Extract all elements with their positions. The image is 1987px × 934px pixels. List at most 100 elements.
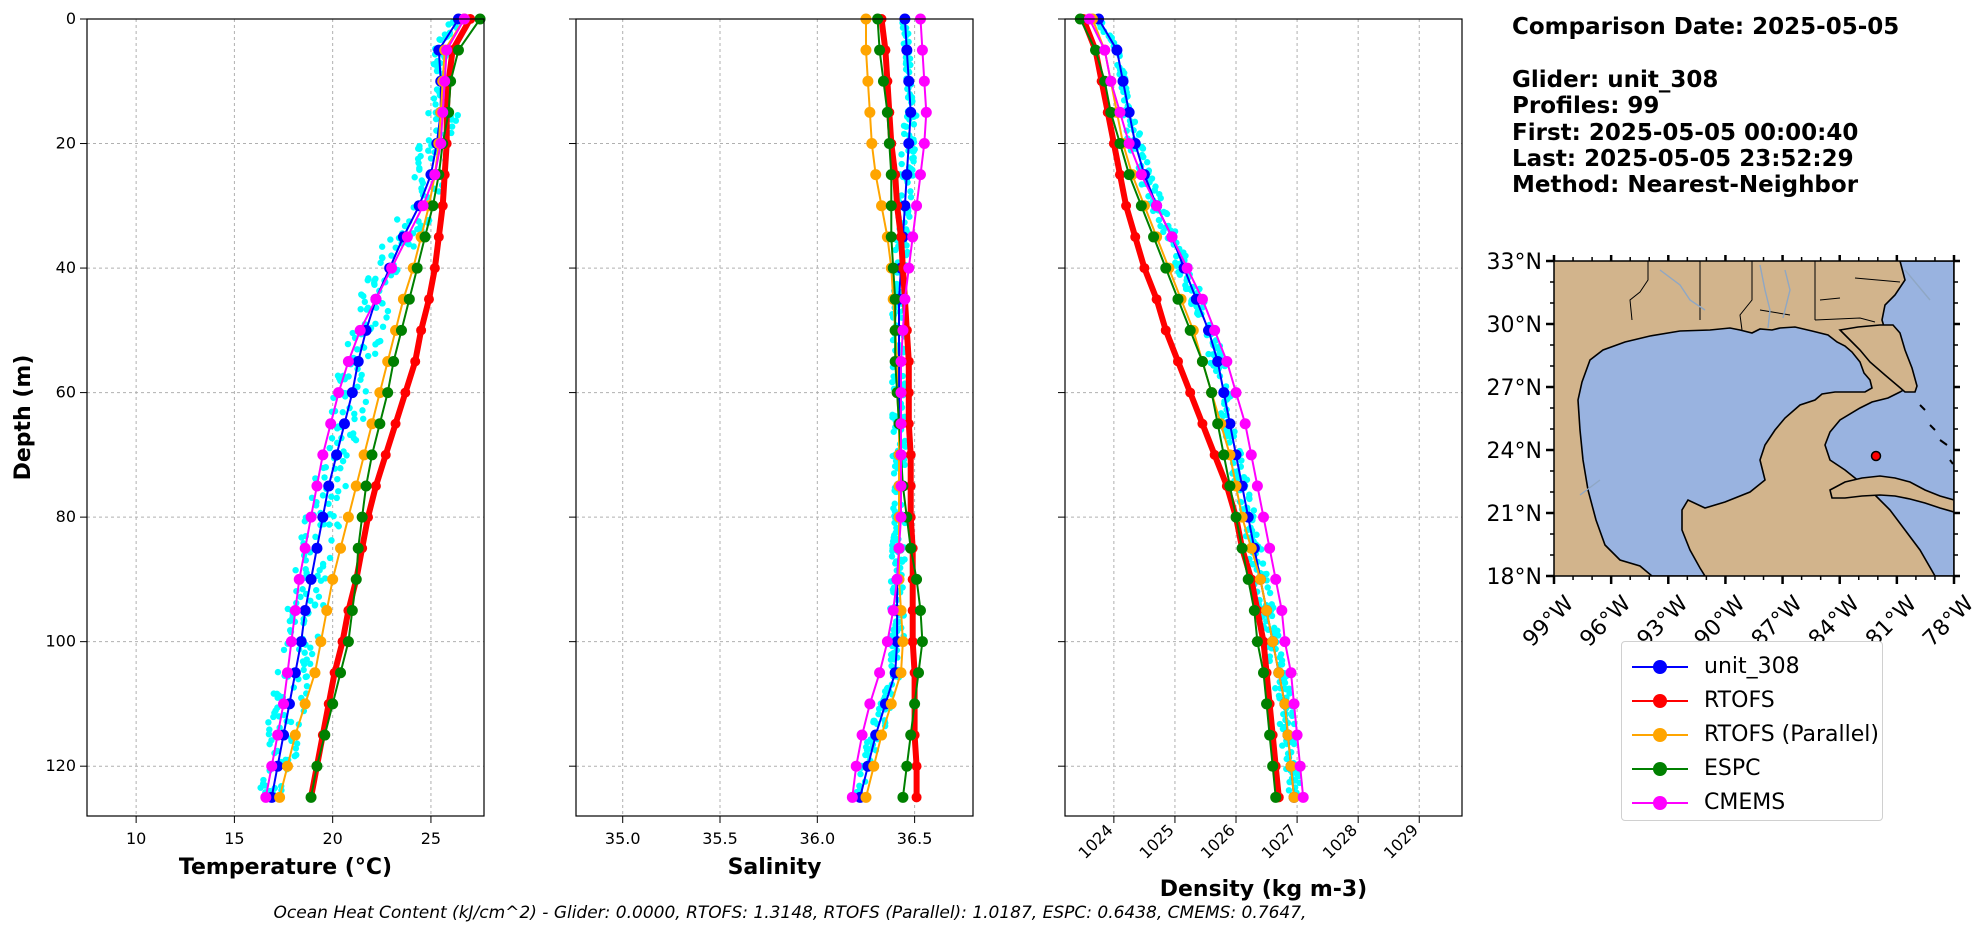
glider-scatter-point bbox=[307, 644, 314, 651]
glider-scatter-point bbox=[1131, 118, 1139, 126]
y-tick-label: 120 bbox=[45, 756, 76, 775]
y-tick-label: 0 bbox=[66, 9, 76, 28]
data-point-cmems bbox=[281, 667, 293, 679]
data-point-unit-308 bbox=[305, 573, 317, 585]
glider-scatter-point bbox=[1278, 657, 1286, 664]
glider-scatter-point bbox=[1182, 285, 1190, 293]
data-point-rtofs bbox=[437, 200, 448, 211]
glider-scatter-point bbox=[343, 452, 350, 459]
glider-scatter-point bbox=[902, 123, 910, 130]
legend-item-rtofs: RTOFS bbox=[1632, 686, 1872, 716]
glider-scatter-point bbox=[301, 649, 308, 656]
glider-scatter-point bbox=[351, 410, 358, 418]
series-line-rtofs bbox=[1080, 17, 1282, 798]
data-point-rtofs-parallel bbox=[1285, 760, 1297, 772]
legend-label: CMEMS bbox=[1704, 790, 1786, 815]
glider-scatter-point bbox=[411, 174, 418, 181]
data-point-rtofs-parallel bbox=[895, 667, 907, 679]
glider-scatter-point bbox=[312, 533, 319, 541]
glider-scatter-point bbox=[888, 662, 895, 670]
y-tick-label: 80 bbox=[56, 507, 76, 526]
data-point-cmems bbox=[1209, 324, 1221, 336]
data-point-espc bbox=[1206, 387, 1218, 399]
data-point-rtofs-parallel bbox=[885, 698, 897, 710]
data-point-unit-308 bbox=[1218, 387, 1230, 399]
series-line-rtofs bbox=[878, 18, 920, 798]
glider-scatter-point bbox=[328, 435, 336, 442]
glider-scatter-point bbox=[891, 500, 898, 507]
glider-scatter-point bbox=[889, 411, 896, 419]
data-point-rtofs-parallel bbox=[315, 636, 327, 648]
glider-scatter-point bbox=[272, 707, 279, 714]
glider-scatter-point bbox=[448, 123, 456, 130]
data-point-espc bbox=[914, 605, 926, 617]
glider-scatter-point bbox=[890, 470, 898, 477]
data-point-espc bbox=[885, 231, 897, 243]
data-point-cmems bbox=[266, 760, 278, 772]
glider-scatter-point bbox=[415, 145, 422, 152]
data-point-espc bbox=[1212, 418, 1224, 430]
data-point-unit-308 bbox=[311, 542, 323, 554]
glider-scatter-point bbox=[892, 529, 900, 536]
data-point-rtofs bbox=[1130, 231, 1141, 242]
data-point-rtofs-parallel bbox=[1254, 573, 1266, 585]
y-tick-label: 20 bbox=[56, 134, 76, 153]
data-point-rtofs-parallel bbox=[374, 387, 386, 399]
x-tick-label: 36.5 bbox=[897, 829, 933, 848]
data-point-espc bbox=[1242, 573, 1254, 585]
glider-scatter-point bbox=[308, 650, 316, 658]
glider-scatter-point bbox=[1259, 560, 1267, 567]
data-point-unit-308 bbox=[903, 138, 915, 150]
panel-frame bbox=[1064, 18, 1463, 817]
glider-scatter-point bbox=[401, 222, 409, 230]
glider-scatter-point bbox=[326, 444, 333, 452]
data-point-cmems bbox=[437, 106, 449, 118]
glider-location-marker bbox=[1870, 450, 1882, 462]
legend-marker-swatch bbox=[1653, 762, 1667, 776]
glider-scatter-point bbox=[378, 243, 386, 250]
glider-scatter-point bbox=[372, 275, 379, 283]
glider-scatter-point bbox=[358, 291, 365, 298]
data-point-espc bbox=[905, 729, 917, 741]
data-point-espc bbox=[360, 480, 372, 492]
data-point-cmems bbox=[1181, 262, 1193, 274]
glider-scatter-point bbox=[265, 719, 272, 726]
glider-scatter-point bbox=[888, 553, 896, 560]
panel-frame bbox=[575, 18, 974, 817]
y-axis-label: Depth (m) bbox=[11, 355, 36, 481]
data-point-espc bbox=[1261, 698, 1273, 710]
us-state-borders bbox=[1629, 261, 1901, 331]
glider-scatter-point bbox=[1272, 685, 1279, 692]
data-point-espc bbox=[305, 791, 317, 803]
data-point-espc bbox=[1248, 605, 1260, 617]
glider-scatter-point bbox=[313, 586, 320, 594]
data-point-espc bbox=[1258, 667, 1269, 679]
data-point-rtofs-parallel bbox=[289, 729, 301, 741]
series-cmems bbox=[846, 13, 932, 803]
data-point-cmems bbox=[891, 573, 903, 585]
data-point-cmems bbox=[911, 200, 923, 212]
x-tick-label: 1029 bbox=[1380, 820, 1422, 862]
data-point-cmems bbox=[1264, 542, 1276, 554]
legend-item-espc: ESPC bbox=[1632, 754, 1872, 784]
glider-scatter-point bbox=[1277, 651, 1285, 658]
glider-scatter-point bbox=[1240, 473, 1248, 481]
data-point-rtofs bbox=[423, 294, 434, 305]
data-point-rtofs bbox=[1121, 200, 1132, 211]
glider-scatter-point bbox=[335, 488, 342, 495]
data-point-cmems bbox=[907, 231, 919, 243]
glider-scatter-point bbox=[377, 337, 384, 345]
data-point-espc bbox=[885, 200, 897, 212]
data-point-espc bbox=[1267, 760, 1279, 772]
data-point-rtofs-parallel bbox=[860, 791, 872, 803]
glider-scatter-point bbox=[307, 597, 314, 604]
glider-scatter-point bbox=[328, 537, 335, 544]
data-point-espc bbox=[1184, 324, 1196, 336]
data-point-rtofs bbox=[390, 418, 401, 429]
data-point-rtofs-parallel bbox=[335, 542, 347, 554]
glider-scatter-point bbox=[372, 320, 379, 327]
data-point-cmems bbox=[439, 75, 451, 87]
data-point-espc bbox=[911, 573, 923, 585]
glider-scatter-point bbox=[898, 160, 905, 168]
glider-scatter-point bbox=[342, 482, 349, 490]
